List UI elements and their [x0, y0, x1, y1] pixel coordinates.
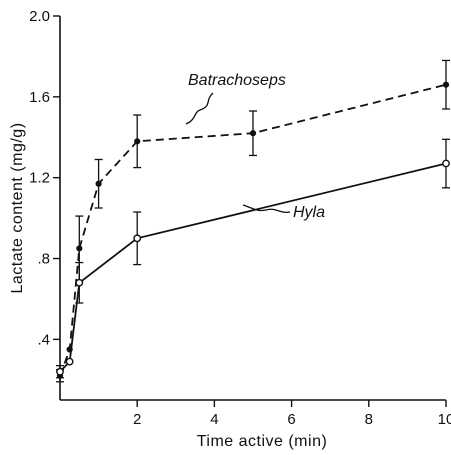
data-point-hyla: [75, 278, 84, 287]
y-tick-label: 1.6: [29, 89, 50, 106]
x-axis-label: Time active (min): [197, 433, 328, 450]
y-ticks: .4 .8 1.2 1.6 2.0: [29, 8, 60, 348]
y-tick-label: .4: [37, 331, 50, 348]
data-point-hyla: [442, 159, 450, 168]
y-tick-label: 1.2: [29, 170, 50, 187]
data-point-batrachoseps: [442, 81, 450, 88]
data-point-hyla: [133, 234, 142, 243]
x-tick-label: 10: [438, 411, 451, 428]
y-tick-label: .8: [37, 251, 50, 268]
y-tick-label: 2.0: [29, 8, 50, 25]
data-point-batrachoseps: [95, 180, 102, 187]
x-tick-label: 4: [210, 411, 218, 428]
axes: [59, 16, 446, 401]
batrachoseps-pointer: [185, 92, 214, 125]
x-ticks: 2 4 6 8 10: [133, 400, 451, 428]
series-layer: [56, 59, 450, 383]
hyla-pointer: [242, 204, 291, 214]
x-tick-label: 2: [133, 411, 141, 428]
series-line-hyla: [59, 162, 447, 373]
data-point-batrachoseps: [249, 130, 257, 137]
data-point-batrachoseps: [134, 138, 141, 145]
series-annotations: Batrachoseps Hyla: [185, 72, 325, 221]
y-axis-label: Lactate content (mg/g): [9, 122, 26, 293]
x-tick-label: 8: [365, 411, 373, 428]
series-label-hyla: Hyla: [293, 204, 325, 221]
data-point-hyla: [56, 367, 64, 376]
data-point-hyla: [65, 357, 74, 366]
data-point-batrachoseps: [76, 245, 83, 252]
series-hyla: [56, 138, 450, 379]
series-label-batrachoseps: Batrachoseps: [188, 72, 286, 89]
series-batrachoseps: [56, 59, 450, 383]
x-tick-label: 6: [287, 411, 295, 428]
